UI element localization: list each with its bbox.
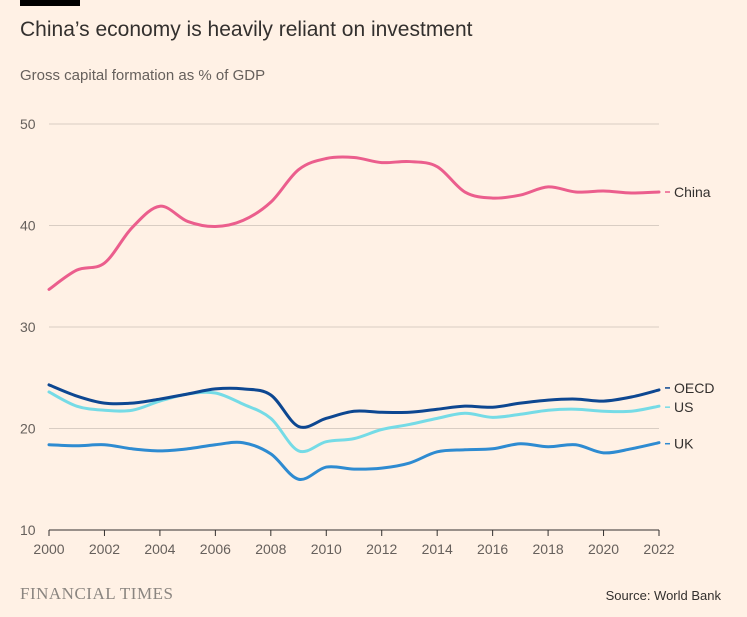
y-axis-tick-labels: 10 20 30 40 50 — [20, 116, 36, 538]
series-line-oecd — [47, 383, 661, 429]
financial-times-logo: FINANCIAL TIMES — [20, 584, 174, 603]
series-line-us — [47, 390, 661, 454]
source-note: Source: World Bank — [605, 588, 721, 603]
series-line-uk — [47, 440, 661, 481]
series-line-china — [47, 155, 661, 291]
brand-accent-bar — [20, 0, 80, 6]
x-tick-label: 2002 — [89, 541, 120, 557]
series-label-oecd: OECD — [674, 380, 714, 396]
x-tick-label: 2000 — [33, 541, 64, 557]
x-tick-label: 2008 — [255, 541, 286, 557]
series-label-china: China — [674, 184, 711, 200]
chart-subtitle: Gross capital formation as % of GDP — [20, 67, 266, 84]
x-tick-label: 2004 — [144, 541, 175, 557]
x-tick-label: 2018 — [533, 541, 564, 557]
x-tick-label: 2020 — [588, 541, 619, 557]
series-label-uk: UK — [674, 436, 694, 452]
x-tick-label: 2022 — [643, 541, 674, 557]
y-tick-label: 40 — [20, 218, 36, 234]
y-tick-label: 10 — [20, 522, 36, 538]
y-tick-label: 30 — [20, 319, 36, 335]
x-tick-label: 2010 — [311, 541, 342, 557]
chart-title: China’s economy is heavily reliant on in… — [20, 18, 473, 41]
x-tick-label: 2016 — [477, 541, 508, 557]
y-tick-label: 50 — [20, 116, 36, 132]
series-lines — [47, 155, 661, 481]
x-tick-label: 2006 — [200, 541, 231, 557]
x-tick-label: 2014 — [422, 541, 453, 557]
y-tick-label: 20 — [20, 421, 36, 437]
series-labels: UK US OECD China — [665, 184, 714, 452]
x-tick-label: 2012 — [366, 541, 397, 557]
x-axis: 2000 2002 2004 2006 2008 2010 2012 2014 2016 2018… — [33, 530, 675, 557]
gridlines — [49, 123, 659, 531]
series-label-us: US — [674, 399, 693, 415]
